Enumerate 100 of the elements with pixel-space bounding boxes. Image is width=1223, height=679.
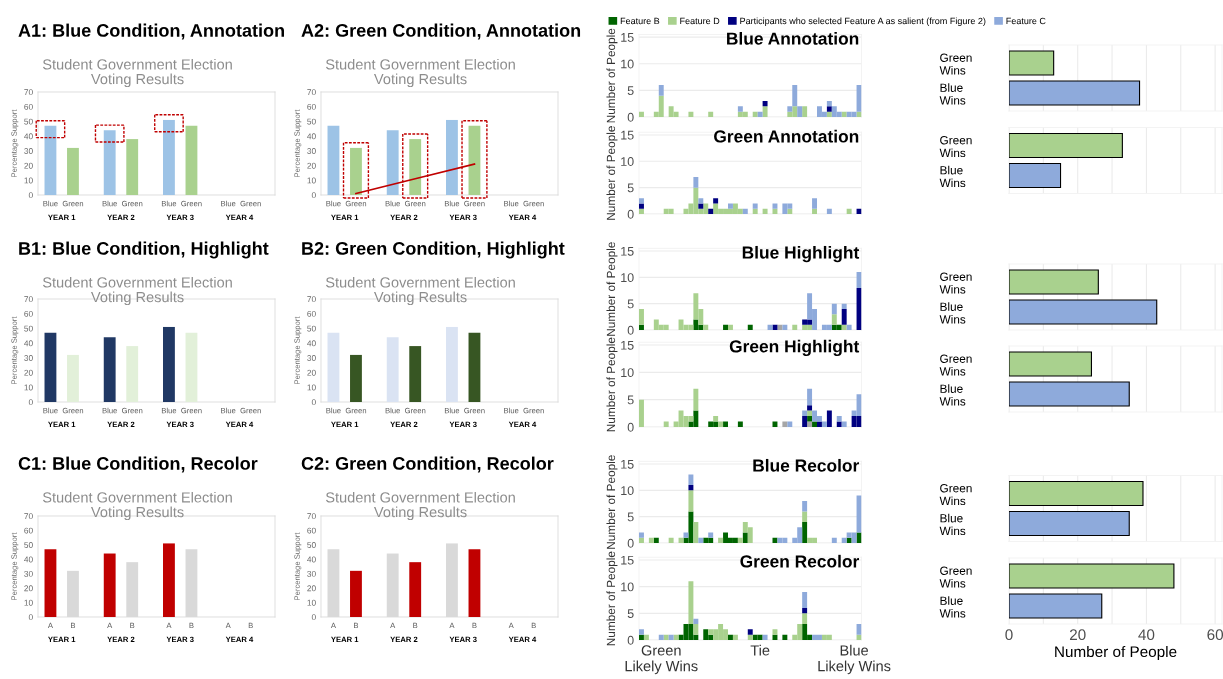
bar — [752, 203, 758, 209]
bar — [836, 324, 842, 330]
bar — [802, 416, 808, 427]
chart-title: Blue Highlight — [742, 245, 860, 263]
y-tick-label: 20 — [307, 369, 316, 376]
y-tick-label: 0 — [627, 538, 634, 548]
y-tick-label: Green Wins — [939, 272, 972, 294]
y-tick-label: 5 — [627, 299, 634, 309]
bar — [683, 623, 689, 640]
y-tick-label: 60 — [307, 103, 316, 110]
bar — [802, 410, 808, 417]
bar — [841, 303, 847, 309]
x-tick-label: Blue Likely Wins — [818, 644, 891, 675]
bar — [762, 208, 768, 214]
y-tick-label: 70 — [307, 296, 316, 303]
y-tick-label: 10 — [307, 599, 316, 606]
bar — [693, 521, 699, 543]
bar — [846, 324, 852, 330]
y-tick-label: 15 — [621, 340, 634, 350]
bar — [648, 537, 654, 543]
bar — [851, 532, 857, 543]
y-tick-label: 70 — [24, 89, 33, 96]
bar — [757, 111, 763, 117]
bar — [752, 208, 758, 214]
bar — [708, 421, 714, 427]
y-axis-title: Number of People — [606, 455, 618, 549]
chart-subtitle: Student Government Election Voting Results — [325, 491, 515, 521]
y-tick-label: 40 — [307, 340, 316, 347]
bar — [836, 416, 842, 422]
bar — [737, 106, 743, 112]
y-tick-label: 0 — [627, 112, 634, 122]
chart-title: Green Annotation — [714, 129, 859, 143]
y-tick-label: 5 — [627, 86, 634, 96]
y-tick-label: 30 — [307, 355, 316, 361]
y-tick-label: 10 — [307, 384, 316, 391]
bar — [826, 106, 832, 112]
bar — [831, 303, 837, 315]
bar — [792, 324, 798, 330]
bar — [468, 549, 481, 617]
y-tick-label: 10 — [307, 177, 316, 184]
y-tick-label: Blue Wins — [939, 83, 966, 105]
y-tick-label: 5 — [627, 512, 634, 522]
y-tick-label: 5 — [627, 395, 634, 405]
bar — [468, 125, 481, 195]
bar — [693, 388, 699, 411]
y-tick-label: 20 — [307, 585, 316, 592]
y-tick-label: 60 — [24, 103, 33, 110]
bar — [802, 324, 808, 330]
bar — [643, 634, 649, 640]
y-tick-label: 0 — [311, 614, 316, 621]
bar — [446, 326, 458, 402]
y-axis-title: Number of People — [606, 551, 618, 646]
bar — [639, 308, 644, 325]
chart-title: Green Highlight — [729, 339, 860, 357]
bar — [767, 324, 773, 330]
bar — [468, 332, 481, 402]
y-tick-label: 40 — [307, 133, 316, 140]
y-tick-label: 10 — [621, 273, 634, 283]
bar — [807, 537, 813, 543]
chart-subtitle: Student Government Election Voting Results — [325, 58, 515, 88]
bar — [718, 537, 724, 543]
x-tick-label: 40 — [1138, 629, 1155, 641]
chart-title: A2: Green Condition, Annotation — [301, 23, 581, 40]
bar — [737, 537, 743, 543]
bar — [826, 324, 832, 330]
bar — [683, 532, 689, 538]
y-axis-title: Number of People — [606, 126, 618, 220]
bar — [782, 324, 788, 330]
bar — [802, 319, 808, 325]
bar — [163, 326, 175, 402]
bar — [728, 634, 733, 640]
y-tick-label: 70 — [24, 513, 33, 520]
bar — [446, 119, 458, 195]
bar — [718, 421, 724, 427]
bar — [802, 607, 808, 614]
y-tick-label: 10 — [621, 59, 634, 69]
y-tick-label: 60 — [24, 527, 33, 534]
bar — [826, 208, 832, 214]
bar — [639, 532, 644, 538]
y-tick-label: 50 — [24, 325, 33, 332]
bar — [44, 549, 57, 617]
y-tick-label: 0 — [311, 192, 316, 199]
bar — [703, 537, 709, 543]
y-tick-label: 10 — [621, 368, 634, 378]
bar — [846, 208, 852, 214]
chart-title: B1: Blue Condition, Highlight — [19, 241, 269, 259]
bar — [787, 208, 793, 214]
chart-subtitle: Student Government Election Voting Results — [42, 58, 232, 88]
y-tick-label: 20 — [24, 585, 33, 592]
y-tick-label: Blue Wins — [939, 513, 966, 536]
bar — [817, 421, 822, 427]
bar — [732, 537, 738, 543]
bar — [802, 591, 808, 608]
bar — [185, 125, 198, 195]
bar — [762, 101, 768, 107]
bar — [688, 485, 694, 491]
bar — [807, 416, 813, 422]
bar — [688, 581, 694, 624]
bar — [639, 198, 644, 204]
bar — [163, 543, 175, 617]
